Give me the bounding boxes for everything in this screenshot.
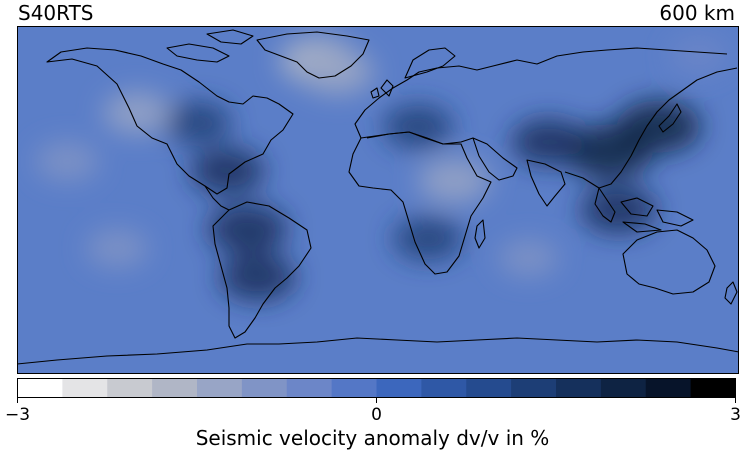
anomaly-blob — [498, 239, 559, 277]
anomaly-blob — [580, 186, 657, 234]
tick-label-mid: 0 — [371, 405, 382, 425]
coast-east-asia — [564, 67, 738, 189]
anomaly-blob — [393, 216, 464, 261]
map-frame — [17, 26, 739, 374]
coast-india — [526, 159, 566, 207]
tick-label-max: 3 — [730, 405, 741, 425]
colorbar-bin — [600, 378, 647, 398]
colorbar-bin — [466, 378, 512, 398]
coast-arctic-islands — [166, 29, 254, 63]
colorbar-bins — [17, 378, 736, 398]
colorbar-bin — [556, 378, 602, 398]
colorbar-bin — [376, 378, 422, 398]
anomaly-blob — [669, 36, 728, 74]
coast-australia — [622, 229, 716, 295]
model-name: S40RTS — [18, 1, 94, 25]
coastlines — [17, 29, 739, 365]
tomography-map — [17, 26, 739, 374]
anomaly-blob — [383, 104, 454, 149]
colorbar-bin — [62, 378, 108, 398]
coast-japan — [658, 103, 682, 133]
tick-label-min: −3 — [5, 405, 30, 425]
colorbar-bin — [645, 378, 692, 398]
colorbar-bin — [331, 378, 377, 398]
colorbar-bin — [421, 378, 467, 398]
anomaly-blob — [511, 119, 586, 165]
colorbar-label: Seismic velocity anomaly dv/v in % — [195, 426, 550, 450]
anomaly-blob — [190, 148, 265, 194]
depth-label: 600 km — [659, 1, 735, 25]
coast-britain — [370, 79, 394, 99]
colorbar-bin — [152, 378, 198, 398]
coast-new-zealand — [724, 281, 738, 305]
colorbar-bin — [511, 378, 557, 398]
colorbar-frame — [17, 378, 736, 398]
anomaly-blob — [35, 141, 100, 182]
coast-central-america — [204, 185, 230, 211]
colorbar-bin — [17, 378, 63, 398]
coast-north-america — [46, 47, 294, 195]
anomaly-blob — [163, 101, 232, 144]
anomaly-blob — [219, 253, 296, 301]
colorbar-bin — [286, 378, 333, 398]
coast-africa — [348, 131, 492, 275]
coast-southeast-asia — [594, 187, 694, 233]
velocity-anomaly-field — [35, 36, 728, 301]
coast-south-america — [212, 201, 312, 339]
coast-antarctica — [17, 337, 739, 365]
anomaly-blob — [103, 91, 172, 135]
anomaly-blob — [418, 158, 491, 204]
colorbar-bin — [107, 378, 153, 398]
coast-scandinavia — [404, 47, 456, 79]
coast-arabia — [472, 137, 518, 181]
colorbar: −3 0 3 — [5, 378, 741, 425]
anomaly-blob — [300, 49, 375, 96]
colorbar-bin — [690, 378, 736, 398]
colorbar-bin — [241, 378, 288, 398]
anomaly-blob — [207, 204, 288, 254]
coast-europe — [354, 47, 728, 139]
colorbar-bin — [197, 378, 243, 398]
anomaly-blob — [86, 228, 149, 268]
coast-madagascar — [474, 219, 486, 249]
coast-greenland — [256, 31, 370, 79]
